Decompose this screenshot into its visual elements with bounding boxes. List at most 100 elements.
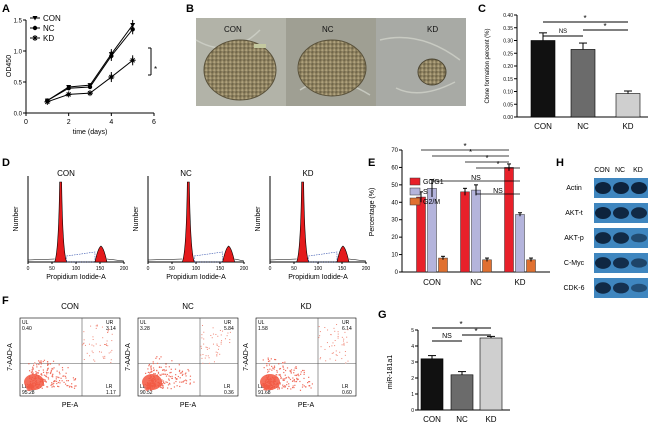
f-quad-name-ur: UR (224, 320, 232, 326)
f-event-dot (341, 336, 343, 338)
f-event-dot (160, 387, 162, 389)
f-event-dot (56, 382, 58, 385)
f-event-dot (55, 376, 57, 378)
f-event-dot (99, 344, 101, 346)
f-event-dot (164, 382, 166, 385)
f-event-dot (31, 370, 34, 372)
f-event-dot (156, 356, 158, 358)
f-event-dot (30, 389, 32, 391)
e-ytick-label: 60 (391, 165, 398, 171)
f-dense-cluster (24, 374, 44, 390)
f-event-dot (343, 338, 345, 340)
panel-label-h: H (556, 157, 564, 169)
f-event-dot (104, 357, 106, 359)
f-event-dot (276, 369, 278, 372)
f-event-dot (74, 378, 77, 380)
f-event-dot (51, 367, 53, 370)
f-quad-name-lr: LR (224, 384, 231, 390)
f-event-dot (271, 369, 273, 371)
f-event-dot (31, 372, 33, 374)
f-event-dot (181, 374, 184, 376)
f-event-dot (291, 386, 294, 389)
f-event-dot (182, 373, 184, 375)
f-event-dot (278, 368, 281, 370)
f-event-dot (292, 385, 294, 387)
f-event-dot (207, 355, 209, 357)
f-event-dot (152, 362, 154, 365)
f-event-dot (345, 362, 347, 364)
f-event-dot (283, 371, 285, 374)
d-xtick-label: 100 (192, 266, 201, 272)
a-sig-star: * (154, 65, 157, 74)
f-event-dot (303, 373, 305, 375)
panel-f-flow-scatter: CON7-AAD-APE-AUL0.40UR3.14LL95.28LR1.17N… (7, 302, 357, 409)
f-event-dot (267, 360, 270, 363)
f-event-dot (165, 381, 167, 383)
f-event-dot (295, 366, 297, 368)
f-event-dot (51, 383, 53, 386)
f-event-dot (189, 382, 191, 384)
e-sig-label: NS (493, 188, 503, 195)
f-event-dot (296, 377, 298, 379)
f-event-dot (168, 375, 170, 377)
f-event-dot (176, 385, 178, 387)
d-s-phase-band (308, 251, 338, 263)
f-event-dot (65, 377, 67, 379)
a-point-kd (44, 98, 51, 105)
f-event-dot (28, 388, 30, 391)
d-g2-peak (94, 245, 108, 263)
f-event-dot (89, 355, 91, 357)
f-event-dot (347, 360, 349, 362)
f-event-dot (64, 375, 67, 377)
f-event-dot (49, 363, 52, 365)
d-xtick-label: 0 (27, 266, 30, 272)
d-xlabel: Propidium Iodide-A (288, 274, 348, 281)
f-event-dot (182, 381, 184, 383)
f-event-dot (158, 358, 161, 360)
f-event-dot (169, 372, 171, 374)
f-event-dot (42, 371, 45, 373)
f-event-dot (263, 367, 265, 369)
f-event-dot (164, 373, 167, 375)
f-event-dot (226, 335, 228, 337)
h-band (595, 207, 611, 219)
f-event-dot (53, 380, 55, 383)
f-event-dot (52, 376, 54, 378)
f-event-dot (36, 364, 38, 366)
f-quad-lr: 0.60 (342, 390, 352, 396)
f-event-dot (150, 366, 152, 368)
f-event-dot (104, 355, 106, 357)
f-event-dot (157, 371, 160, 373)
c-ylabel: Clone formation percent (%) (485, 28, 491, 103)
f-event-dot (278, 374, 280, 376)
f-event-dot (34, 362, 36, 364)
f-event-dot (174, 377, 176, 379)
f-event-dot (208, 357, 210, 359)
f-event-dot (47, 368, 49, 370)
b-scale-marker (254, 44, 266, 48)
d-g1-peak (181, 181, 195, 263)
f-event-dot (295, 374, 298, 377)
f-event-dot (57, 385, 59, 387)
d-xtick-label: 100 (314, 266, 323, 272)
f-event-dot (299, 389, 302, 391)
e-sig-label: * (469, 148, 472, 157)
c-ytick-label: 0.00 (503, 115, 513, 121)
e-bar-kd-2 (526, 259, 536, 273)
f-event-dot (84, 344, 86, 346)
f-event-dot (162, 381, 165, 384)
f-event-dot (55, 378, 57, 380)
d-xtick-label: 50 (291, 266, 297, 272)
f-event-dot (205, 346, 207, 348)
f-event-dot (61, 366, 64, 369)
f-event-dot (63, 381, 65, 383)
f-event-dot (302, 369, 304, 372)
f-event-dot (40, 363, 42, 365)
f-event-dot (162, 386, 164, 389)
f-event-dot (33, 364, 35, 366)
f-ylabel: 7-AAD-A (7, 343, 14, 371)
panel-label-a: A (2, 3, 10, 15)
f-event-dot (202, 362, 204, 364)
f-event-dot (220, 341, 222, 343)
d-g1-peak (296, 181, 310, 263)
